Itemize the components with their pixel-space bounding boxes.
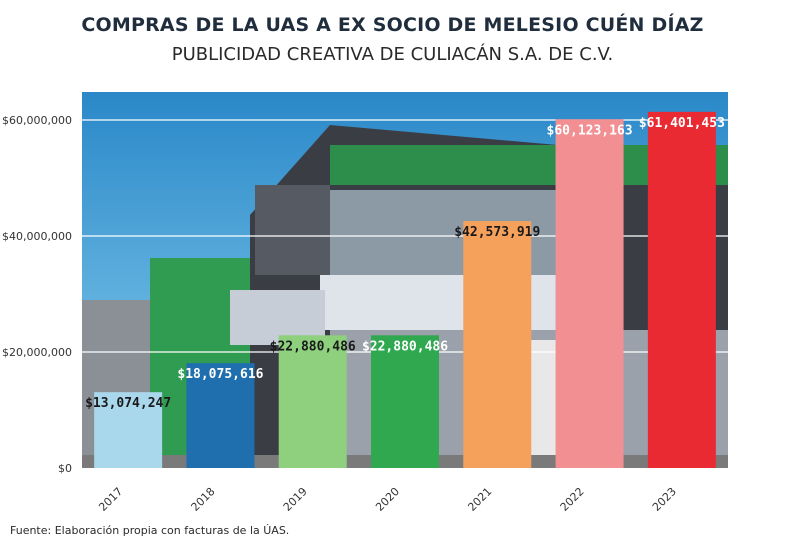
bar-2017 [94, 392, 163, 468]
bar-2020 [371, 335, 439, 468]
y-axis-ticks: $0 $20,000,000 $40,000,000 $60,000,000 [2, 114, 72, 475]
x-tick-label: 2020 [373, 485, 402, 514]
data-label: $22,880,486 [362, 339, 448, 354]
x-axis-ticks: 2017 2018 2019 2020 2021 2022 2023 [96, 485, 679, 514]
bar-2019 [278, 335, 347, 468]
data-label: $61,401,453 [639, 116, 725, 131]
y-tick-label: $60,000,000 [2, 114, 72, 127]
x-tick-label: 2021 [465, 485, 494, 514]
x-tick-label: 2023 [650, 485, 679, 514]
data-label: $13,074,247 [85, 396, 171, 411]
y-tick-label: $20,000,000 [2, 346, 72, 359]
bars [94, 111, 716, 469]
data-label: $60,123,163 [547, 123, 633, 138]
y-tick-label: $0 [58, 462, 72, 475]
bar-2021 [463, 221, 532, 468]
bar-2018 [186, 363, 255, 468]
data-label: $42,573,919 [454, 225, 540, 240]
x-tick-label: 2022 [558, 485, 587, 514]
bar-2022 [555, 119, 624, 469]
x-tick-label: 2019 [281, 485, 310, 514]
chart-title: COMPRAS DE LA UAS A EX SOCIO DE MELESIO … [81, 14, 704, 36]
data-label: $18,075,616 [177, 367, 263, 382]
source-note: Fuente: Elaboración propia con facturas … [10, 524, 290, 537]
x-tick-label: 2018 [189, 485, 218, 514]
bar-2023 [647, 111, 716, 468]
data-labels: $13,074,247 $18,075,616 $22,880,486 $22,880… [85, 116, 725, 411]
y-tick-label: $40,000,000 [2, 230, 72, 243]
data-label: $22,880,486 [270, 339, 356, 354]
chart-subtitle: PUBLICIDAD CREATIVA DE CULIACÁN S.A. DE … [171, 44, 614, 65]
x-tick-label: 2017 [96, 485, 125, 514]
